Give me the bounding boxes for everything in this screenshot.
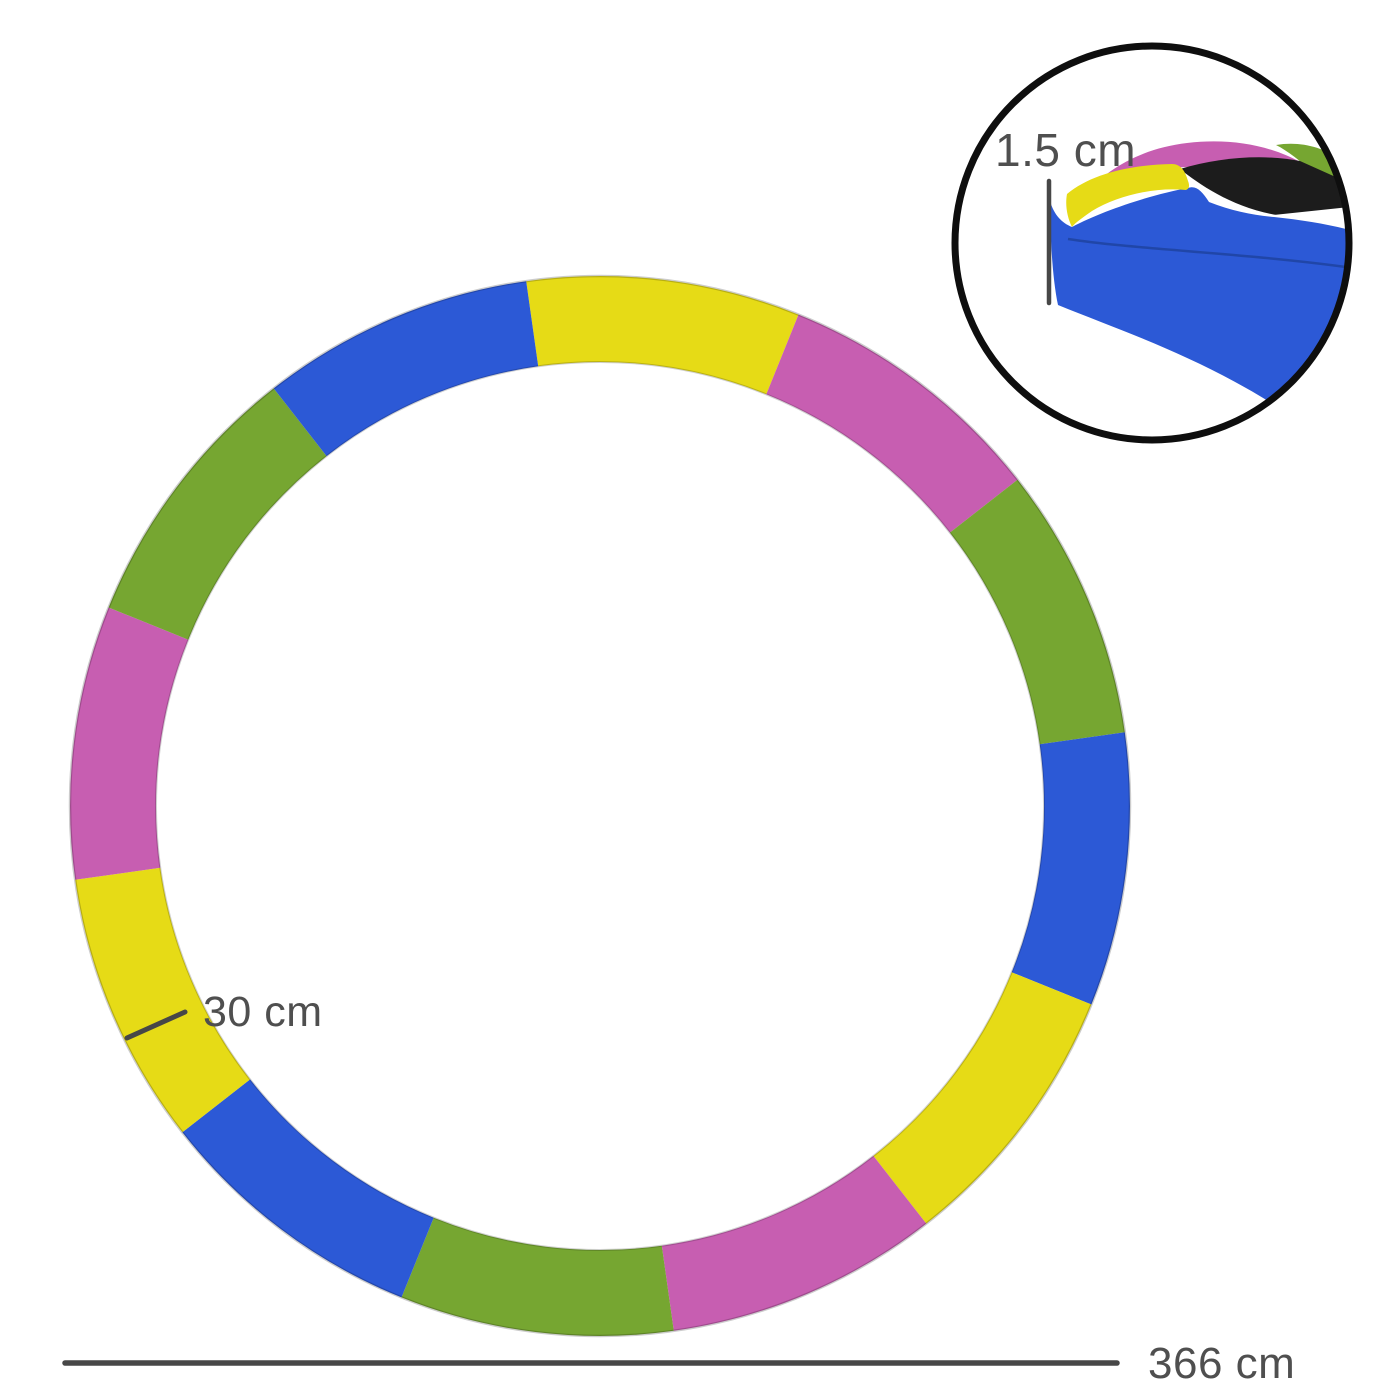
ring-outer-rim — [68, 274, 1132, 1338]
ring-segment-blue-4 — [1011, 732, 1130, 1005]
diameter-label: 366 cm — [1148, 1339, 1295, 1388]
ring-segment-green-7 — [401, 1217, 674, 1336]
ring-segment-green-3 — [949, 479, 1125, 745]
ring-segment-yellow-1 — [526, 276, 799, 395]
ring-segment-pink-6 — [661, 1155, 927, 1331]
pad-ring — [70, 276, 1130, 1336]
inset-border-circle — [951, 42, 1353, 444]
ring-segment-blue-8 — [182, 1079, 434, 1298]
ring-inner-rim — [155, 361, 1045, 1251]
inset-pad-crease-line — [1067, 237, 1346, 269]
pad-width-tick — [124, 1009, 188, 1041]
inset-trampoline-mat — [1180, 157, 1346, 219]
ring-segment-pink-2 — [766, 314, 1018, 533]
ring-segment-yellow-9 — [75, 867, 251, 1133]
inset-pad-segment-yellow — [1066, 164, 1190, 227]
inset-pad-segment-pink — [1082, 141, 1302, 203]
pad-width-label: 30 cm — [203, 988, 323, 1036]
ring-segment-green-11 — [108, 388, 327, 640]
ring-segment-yellow-5 — [873, 972, 1092, 1224]
thickness-inset: 1.5 cm — [951, 42, 1353, 444]
thickness-label: 1.5 cm — [995, 124, 1136, 176]
ring-segment-blue-12 — [273, 281, 539, 457]
ring-segment-pink-10 — [70, 607, 189, 880]
